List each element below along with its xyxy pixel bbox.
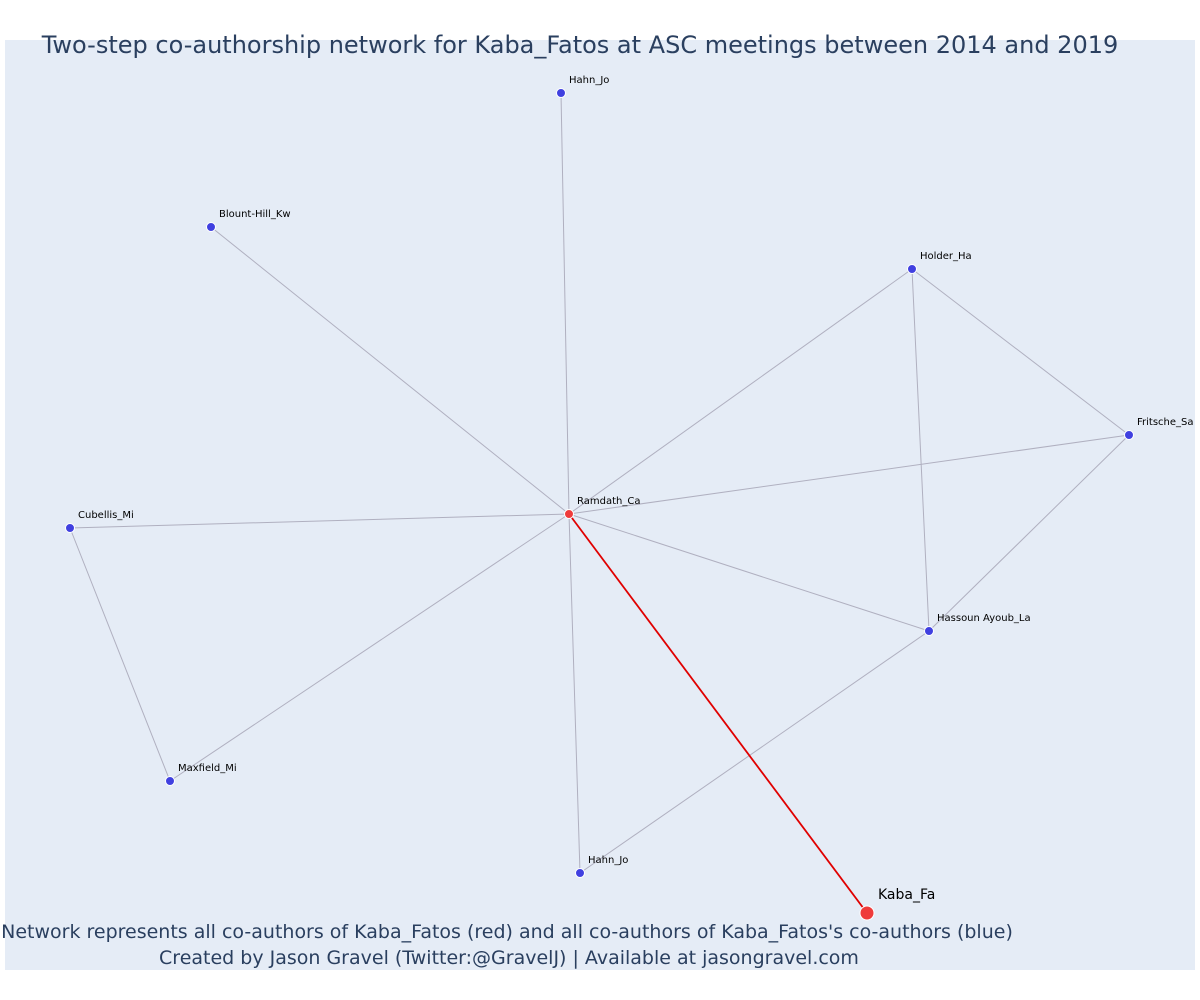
node-label-maxfield: Maxfield_Mi <box>178 763 237 774</box>
node-blount[interactable] <box>206 222 216 232</box>
node-label-blount: Blount-Hill_Kw <box>219 209 291 220</box>
node-label-kaba: Kaba_Fa <box>878 887 935 903</box>
node-label-hahn_top: Hahn_Jo <box>569 75 609 86</box>
footer-line-2: Created by Jason Gravel (Twitter:@Gravel… <box>159 947 859 969</box>
edge <box>568 513 581 874</box>
node-label-ramdath: Ramdath_Ca <box>577 496 640 507</box>
edge <box>911 268 930 632</box>
edge <box>568 513 930 632</box>
edge <box>928 434 1130 632</box>
footer-line-1: Network represents all co-authors of Kab… <box>1 921 1013 943</box>
edge <box>69 527 171 782</box>
edge <box>568 268 913 515</box>
node-cubellis[interactable] <box>65 523 75 533</box>
nodes-layer <box>65 88 1134 921</box>
node-label-hahn_bottom: Hahn_Jo <box>588 855 628 866</box>
node-label-fritsche: Fritsche_Sa <box>1137 417 1194 428</box>
labels-layer: Ramdath_Ca Kaba_Fa Hahn_Jo Blount-Hill_Kw Ho… <box>78 75 1194 903</box>
edge <box>560 92 570 515</box>
node-hahn_top[interactable] <box>556 88 566 98</box>
edge <box>69 513 570 529</box>
node-ramdath[interactable] <box>564 509 574 519</box>
edge <box>210 226 570 515</box>
edge <box>911 268 1130 436</box>
node-fritsche[interactable] <box>1124 430 1134 440</box>
edges-layer <box>69 92 1130 914</box>
node-label-hassoun: Hassoun Ayoub_La <box>937 613 1031 624</box>
node-hassoun[interactable] <box>924 626 934 636</box>
node-maxfield[interactable] <box>165 776 175 786</box>
edge <box>579 630 930 874</box>
node-label-holder: Holder_Ha <box>920 251 972 262</box>
node-label-cubellis: Cubellis_Mi <box>78 510 134 521</box>
chart-title: Two-step co-authorship network for Kaba_… <box>41 31 1119 59</box>
node-hahn_bottom[interactable] <box>575 868 585 878</box>
edge <box>169 513 570 782</box>
node-holder[interactable] <box>907 264 917 274</box>
edge-focal <box>568 513 868 914</box>
plot-background <box>5 40 1195 970</box>
edge <box>568 434 1130 515</box>
node-kaba[interactable] <box>859 905 875 921</box>
